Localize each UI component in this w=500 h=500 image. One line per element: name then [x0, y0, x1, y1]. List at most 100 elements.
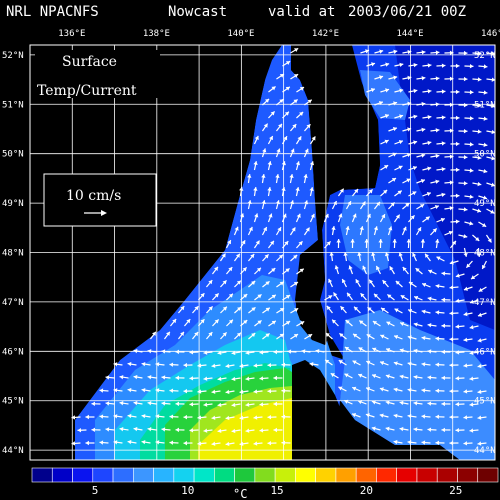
current-arrow-head [435, 310, 440, 315]
current-arrow-head [481, 264, 486, 269]
current-arrow-head [203, 376, 208, 381]
current-arrow-head [285, 268, 290, 273]
current-arrow-head [413, 62, 418, 68]
current-arrow-head [441, 115, 446, 120]
valid-prefix: valid at [268, 4, 336, 20]
current-arrow-head [469, 194, 474, 199]
current-arrow-head [267, 388, 272, 394]
current-arrow-head [333, 292, 338, 297]
current-arrow-head [386, 347, 391, 353]
current-arrow-head [119, 427, 124, 432]
current-arrow-head [490, 209, 495, 214]
current-arrow-head [208, 280, 213, 285]
current-arrow-head [477, 441, 482, 446]
current-arrow-head [221, 253, 226, 258]
current-arrow-head [435, 153, 440, 159]
current-arrow-head [211, 363, 216, 368]
current-arrow-head [325, 332, 330, 337]
current-arrow-head [483, 168, 488, 174]
current-arrow-head [384, 165, 389, 170]
current-arrow-head [189, 428, 194, 433]
current-arrow-head [285, 295, 291, 299]
colorbar-swatch [376, 467, 397, 483]
current-arrow-head [491, 103, 496, 109]
current-arrow-head [251, 333, 256, 338]
current-arrow-head [463, 154, 468, 160]
current-arrow-head [169, 414, 174, 419]
current-arrow-head [393, 361, 398, 366]
current-arrow-head [421, 309, 426, 314]
current-arrow-head [407, 75, 412, 81]
current-arrow-head [152, 331, 156, 336]
current-arrow-head [211, 389, 216, 394]
current-arrow-head [338, 386, 343, 391]
current-arrow-head [147, 427, 152, 432]
current-arrow-head [469, 142, 474, 147]
current-arrow-head [369, 279, 374, 284]
current-arrow-head [279, 333, 284, 338]
current-arrow-head [427, 401, 432, 406]
current-arrow-head [189, 376, 194, 381]
latitude-tick-label-left: 46°N [2, 347, 24, 357]
current-arrow-head [434, 204, 439, 210]
latitude-tick-label-left: 50°N [2, 150, 24, 160]
current-arrow-head [477, 415, 482, 420]
current-arrow-head [271, 294, 276, 299]
current-arrow-head [395, 214, 400, 219]
current-arrow-head [483, 142, 488, 148]
latitude-tick-label-left: 49°N [2, 199, 24, 209]
current-arrow-head [441, 349, 446, 355]
current-arrow-head [166, 331, 170, 336]
current-arrow-head [366, 334, 371, 339]
current-arrow-head [455, 402, 460, 407]
current-arrow-head [359, 226, 364, 231]
current-arrow-head [119, 401, 124, 406]
current-arrow-head [441, 323, 446, 329]
current-arrow-head [463, 128, 468, 134]
current-arrow-head [421, 388, 426, 393]
current-arrow-head [463, 234, 468, 239]
current-arrow-head [441, 63, 446, 68]
current-arrow-head [469, 402, 474, 407]
current-arrow-head [398, 140, 403, 145]
current-arrow-head [285, 321, 291, 325]
current-arrow-head [155, 440, 160, 445]
current-arrow-head [347, 292, 351, 297]
okhotsk-deep-blue [395, 45, 495, 330]
current-arrow-head [211, 415, 216, 420]
longitude-tick-label: 146°E [481, 29, 500, 39]
current-arrow-head [378, 101, 383, 106]
current-arrow-head [435, 283, 440, 289]
current-arrow-head [267, 187, 272, 191]
current-arrow-head [256, 267, 261, 272]
current-arrow-head [435, 336, 440, 341]
current-arrow-head [294, 308, 299, 313]
current-arrow-head [471, 275, 476, 280]
current-arrow-head [385, 426, 390, 431]
current-arrow-head [336, 239, 341, 243]
current-arrow-head [267, 440, 272, 446]
current-arrow-head [283, 136, 288, 141]
current-arrow-head [311, 136, 316, 141]
current-arrow-head [304, 148, 309, 153]
current-arrow-head [379, 49, 384, 54]
current-arrow-head [399, 88, 404, 93]
current-arrow-head [412, 165, 417, 171]
reference-vector-legend: 10 cm/s [43, 173, 157, 227]
current-arrow-head [175, 375, 180, 381]
current-arrow-head [373, 293, 379, 298]
current-arrow-head [388, 226, 393, 231]
current-arrow-head [253, 389, 258, 394]
current-arrow-head [273, 375, 277, 381]
current-arrow-head [393, 413, 398, 419]
current-arrow-head [259, 376, 264, 381]
current-arrow-head [477, 363, 482, 369]
current-arrow-head [400, 321, 405, 327]
current-arrow-head [435, 179, 440, 184]
current-arrow-head [345, 226, 350, 231]
current-arrow-head [306, 124, 311, 129]
current-arrow-head [399, 114, 404, 119]
current-arrow-head [99, 414, 104, 419]
current-arrow-head [309, 161, 315, 166]
current-arrow-head [267, 414, 272, 420]
